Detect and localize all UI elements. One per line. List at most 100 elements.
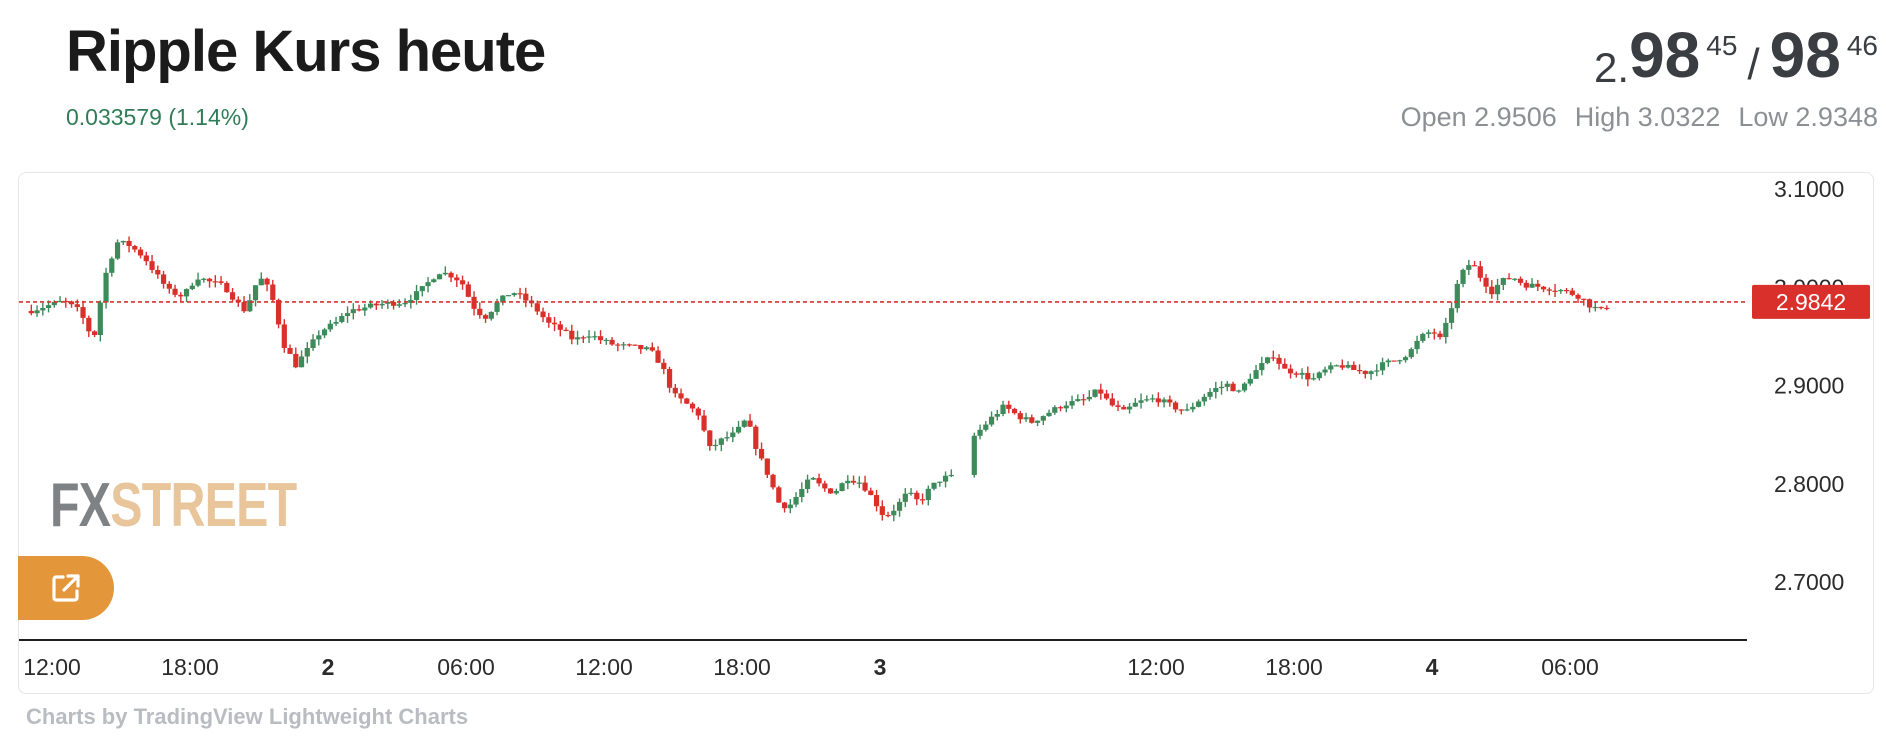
candle-body <box>195 280 200 286</box>
candle-body <box>1529 284 1534 288</box>
candle-body <box>575 337 580 339</box>
candle-body <box>621 344 626 345</box>
y-tick-label: 2.7000 <box>1774 569 1844 595</box>
candle-body <box>213 281 218 282</box>
candle-body <box>477 309 482 315</box>
candle-body <box>1472 265 1477 266</box>
candle-body <box>834 491 839 493</box>
candle-body <box>149 261 154 270</box>
candle-body <box>880 506 885 515</box>
candle-body <box>747 421 752 427</box>
candle-body <box>1317 372 1322 378</box>
candle-body <box>172 289 177 295</box>
candle-body <box>1133 403 1138 407</box>
candle-body <box>224 283 229 292</box>
candle-body <box>1489 287 1494 294</box>
price-chart[interactable]: 3.10003.00002.90002.80002.70002.984212:0… <box>19 173 1875 695</box>
candle-body <box>1098 390 1103 394</box>
ask-pips: 46 <box>1847 30 1878 62</box>
candle-body <box>1518 279 1523 283</box>
candle-body <box>178 295 183 297</box>
candle-body <box>552 323 557 325</box>
candle-body <box>805 480 810 489</box>
candle-body <box>1115 405 1120 407</box>
candle-body <box>1219 387 1224 388</box>
candle-body <box>80 307 85 318</box>
candle-body <box>816 478 821 483</box>
candle-body <box>1138 400 1143 402</box>
candle-body <box>1604 308 1609 309</box>
candle-body <box>1276 358 1281 364</box>
candle-body <box>937 482 942 483</box>
candle-body <box>270 285 275 300</box>
candle-body <box>707 430 712 446</box>
candle-body <box>167 284 172 289</box>
candle-body <box>34 310 39 313</box>
fxstreet-logo: FXSTREET <box>50 470 296 541</box>
chart-container[interactable]: 3.10003.00002.90002.80002.70002.984212:0… <box>18 172 1874 694</box>
candle-body <box>667 369 672 388</box>
candle-body <box>638 345 643 349</box>
candle-body <box>1587 299 1592 307</box>
candle-body <box>1092 390 1097 397</box>
candle-body <box>1524 283 1529 288</box>
candle-body <box>86 318 91 331</box>
candle-body <box>144 255 149 261</box>
candle-body <box>563 330 568 331</box>
candle-body <box>885 515 890 516</box>
candle-body <box>989 417 994 425</box>
candle-body <box>523 294 528 301</box>
candle-body <box>207 279 212 282</box>
candle-body <box>546 317 551 323</box>
candle-body <box>673 388 678 394</box>
candle-body <box>972 436 977 475</box>
candle-body <box>201 279 206 280</box>
candle-body <box>598 336 603 340</box>
candle-body <box>609 340 614 345</box>
candle-body <box>724 437 729 438</box>
candle-body <box>713 445 718 446</box>
candle-body <box>1380 362 1385 370</box>
candle-body <box>1253 370 1258 379</box>
candle-body <box>1104 394 1109 399</box>
candle-body <box>1110 399 1115 406</box>
candle-body <box>690 404 695 409</box>
candle-body <box>891 511 896 516</box>
open-chart-button[interactable] <box>18 556 114 620</box>
candle-body <box>293 354 298 367</box>
candle-body <box>1414 341 1419 349</box>
candle-body <box>1202 397 1207 402</box>
candle-body <box>995 414 1000 417</box>
page-title: Ripple Kurs heute <box>66 18 545 85</box>
candle-body <box>851 481 856 483</box>
x-tick-label: 18:00 <box>1265 654 1323 680</box>
candle-body <box>466 284 471 296</box>
candle-body <box>897 502 902 511</box>
candle-body <box>1501 278 1506 285</box>
candle-body <box>103 273 108 303</box>
candle-body <box>839 483 844 491</box>
x-tick-label: 18:00 <box>161 654 219 680</box>
candle-body <box>161 274 166 283</box>
candle-body <box>448 273 453 278</box>
candle-body <box>1363 371 1368 374</box>
candle-body <box>655 351 660 363</box>
x-tick-label: 18:00 <box>713 654 771 680</box>
candle-body <box>799 489 804 497</box>
candle-body <box>701 416 706 431</box>
candle-body <box>592 336 597 337</box>
bid-price: 98 <box>1629 18 1700 92</box>
candle-body <box>1248 379 1253 384</box>
candle-body <box>1087 397 1092 399</box>
candle-body <box>1420 334 1425 341</box>
candle-body <box>1397 360 1402 361</box>
current-price-label: 2.9842 <box>1776 289 1846 315</box>
candle-body <box>1029 417 1034 423</box>
candle-body <box>483 315 488 319</box>
candle-body <box>1322 370 1327 373</box>
candle-body <box>1046 413 1051 416</box>
candle-body <box>351 309 356 313</box>
candle-body <box>506 295 511 296</box>
external-link-icon <box>48 570 84 606</box>
candle-body <box>1161 399 1166 402</box>
